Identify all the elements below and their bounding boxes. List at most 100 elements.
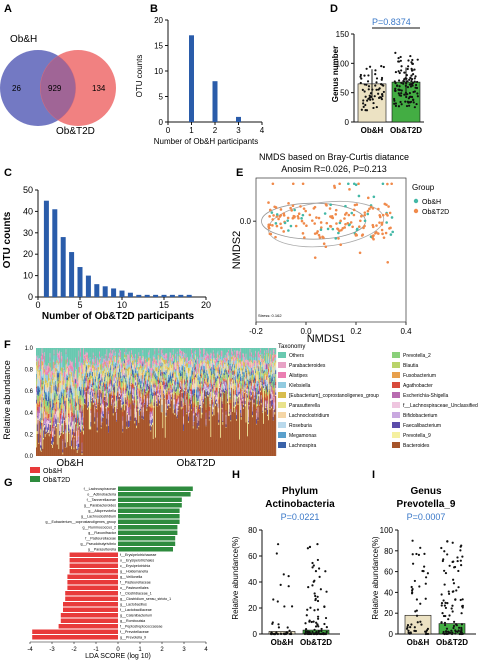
stack-segment <box>181 370 183 376</box>
stack-segment <box>78 418 80 426</box>
stack-segment <box>134 348 136 363</box>
stack-segment <box>188 383 189 389</box>
stack-segment <box>126 398 128 403</box>
stack-segment <box>204 369 205 373</box>
stack-segment <box>164 373 165 379</box>
stack-segment <box>91 385 93 388</box>
stack-segment <box>196 404 197 406</box>
stack-segment <box>52 368 54 373</box>
stack-segment <box>206 370 208 374</box>
stack-segment <box>192 358 193 362</box>
category-label: Ob&T2D <box>390 126 422 135</box>
stack-segment <box>212 396 213 400</box>
stack-segment <box>37 355 39 357</box>
stack-segment <box>93 366 95 372</box>
stack-segment <box>207 359 209 364</box>
point-ob-t2d <box>267 223 271 227</box>
stack-segment <box>44 425 46 428</box>
stack-segment <box>180 380 182 388</box>
stack-segment <box>206 387 208 389</box>
stack-segment <box>116 408 118 456</box>
stack-segment <box>140 375 142 381</box>
stack-segment <box>80 404 82 412</box>
stack-segment <box>197 383 199 386</box>
stack-segment <box>50 385 52 387</box>
stack-segment <box>196 413 197 416</box>
stack-segment <box>184 363 185 365</box>
stack-segment <box>127 378 129 385</box>
stack-segment <box>96 394 97 399</box>
stack-segment <box>111 348 113 354</box>
stack-segment <box>67 375 69 379</box>
stack-segment <box>178 398 180 401</box>
stack-segment <box>107 371 109 373</box>
stack-segment <box>60 382 61 390</box>
stack-segment <box>49 353 51 358</box>
stack-segment <box>204 384 206 387</box>
stack-segment <box>158 350 160 354</box>
stack-segment <box>161 390 163 397</box>
stack-segment <box>68 416 69 419</box>
stack-segment <box>89 366 91 369</box>
stack-segment <box>185 390 187 393</box>
stack-segment <box>191 409 193 411</box>
stack-segment <box>124 378 125 411</box>
stack-segment <box>122 407 124 409</box>
stack-segment <box>174 367 176 371</box>
stack-segment <box>195 354 197 356</box>
stack-segment <box>49 386 51 393</box>
stack-segment <box>80 432 81 456</box>
point-ob-t2d <box>334 208 338 212</box>
stack-segment <box>44 399 46 405</box>
stack-segment <box>80 382 82 384</box>
stack-segment <box>185 387 187 390</box>
stack-segment <box>51 440 53 444</box>
stack-segment <box>110 391 112 394</box>
stack-segment <box>110 348 112 351</box>
stack-segment <box>196 416 197 456</box>
stack-segment <box>208 415 210 417</box>
stack-segment <box>148 404 150 407</box>
stack-segment <box>114 355 116 359</box>
stack-segment <box>96 348 97 365</box>
stack-segment <box>129 389 131 391</box>
stack-segment <box>102 417 104 456</box>
y-tick-label: 50 <box>340 89 349 98</box>
stack-segment <box>136 395 138 400</box>
stack-segment <box>44 410 46 417</box>
stack-segment <box>121 406 123 456</box>
stack-segment <box>169 389 171 394</box>
stack-segment <box>91 388 93 391</box>
stack-segment <box>116 421 117 456</box>
stack-segment <box>162 370 164 372</box>
stack-segment <box>160 394 161 398</box>
stack-segment <box>52 402 54 408</box>
stack-segment <box>167 394 169 400</box>
stack-segment <box>87 400 89 406</box>
stack-segment <box>118 363 120 366</box>
stack-segment <box>110 388 112 391</box>
stack-segment <box>82 384 84 389</box>
stack-segment <box>54 401 56 408</box>
stack-segment <box>200 356 202 359</box>
stack-segment <box>131 359 133 363</box>
stack-segment <box>60 389 61 392</box>
stack-segment <box>174 414 176 456</box>
stack-segment <box>102 366 104 371</box>
stack-segment <box>164 371 165 372</box>
stack-segment <box>180 387 182 393</box>
stack-segment <box>60 419 62 427</box>
stack-segment <box>111 395 113 399</box>
stack-segment <box>167 365 169 367</box>
stack-segment <box>120 398 121 401</box>
stack-segment <box>133 371 135 374</box>
stack-segment <box>204 362 205 367</box>
stack-segment <box>118 352 120 355</box>
stack-segment <box>208 416 210 420</box>
stack-segment <box>134 414 136 418</box>
stack-segment <box>132 384 134 389</box>
stack-segment <box>156 403 157 456</box>
stack-segment <box>158 384 160 389</box>
stack-segment <box>97 402 99 404</box>
point-ob-t2d <box>368 207 371 211</box>
